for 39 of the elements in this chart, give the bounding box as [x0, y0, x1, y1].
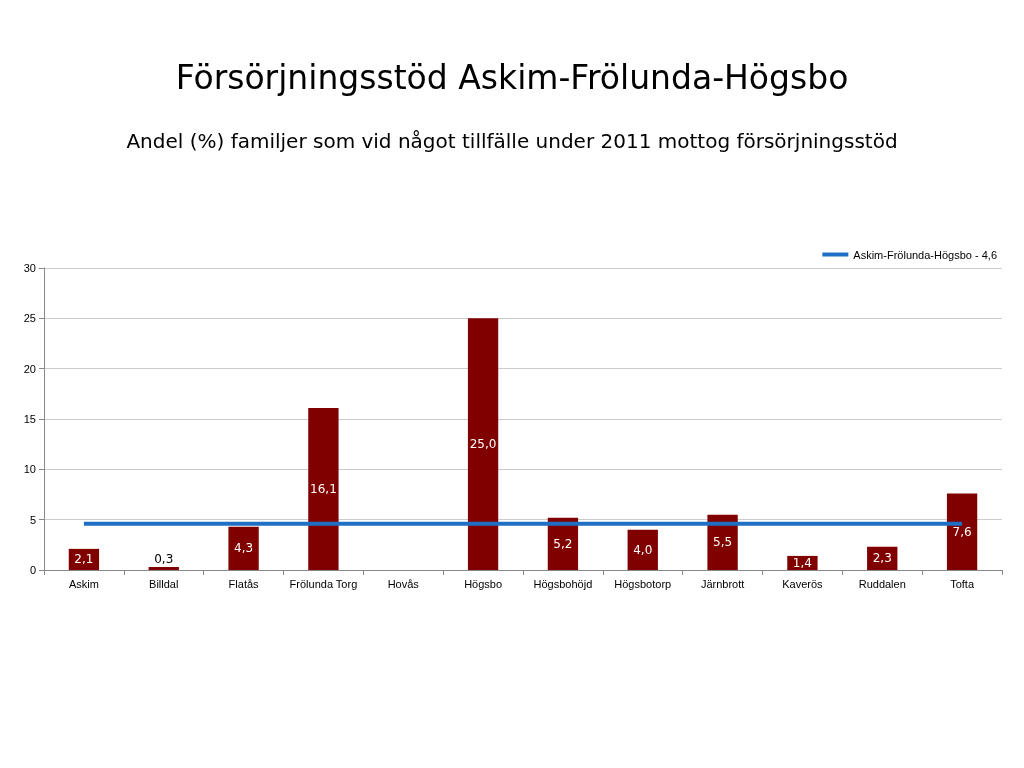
- x-tick-label: Kaverös: [782, 577, 824, 590]
- data-label: 25,0: [469, 437, 497, 452]
- data-label: 5,2: [553, 536, 573, 551]
- data-label: 7,6: [952, 524, 972, 539]
- x-tick-label: Askim: [68, 577, 99, 590]
- data-label: 0,3: [154, 551, 174, 566]
- y-tick-label: 15: [23, 413, 36, 425]
- y-tick-label: 10: [23, 463, 36, 476]
- data-label: 16,1: [310, 481, 337, 496]
- data-label: 5,5: [713, 535, 733, 550]
- x-tick-label: Högsbotorp: [614, 577, 672, 590]
- data-label: 2,1: [74, 552, 94, 567]
- y-tick-label: 25: [23, 312, 36, 325]
- x-tick-label: Frölunda Torg: [289, 577, 358, 590]
- data-label: 2,3: [872, 551, 892, 566]
- bar: [627, 529, 658, 570]
- bar: [228, 526, 259, 570]
- y-tick-label: 20: [23, 362, 36, 375]
- y-tick-label: 30: [23, 262, 36, 274]
- data-label: 4,3: [234, 541, 254, 556]
- chart-subtitle: Andel (%) familjer som vid något tillfälle under 2011 mottog försörjningsstöd: [126, 129, 898, 153]
- chart-title: Försörjningsstöd Askim-Frölunda-Högsbo: [175, 58, 849, 97]
- x-tick-label: Hovås: [387, 577, 420, 590]
- y-tick-label: 5: [29, 513, 36, 526]
- x-tick-label: Tofta: [950, 577, 975, 590]
- bar: [308, 407, 339, 570]
- data-label: 1,4: [792, 555, 812, 570]
- x-tick-label: Ruddalen: [858, 577, 906, 590]
- y-tick-label: 0: [29, 564, 36, 576]
- x-tick-label: Högsbo: [464, 577, 503, 590]
- bar: [467, 318, 499, 570]
- bar: [148, 566, 179, 570]
- x-tick-label: Flatås: [228, 577, 260, 590]
- bar: [946, 493, 978, 570]
- x-tick-label: Billdal: [149, 577, 179, 590]
- data-label: 4,0: [633, 542, 653, 557]
- x-tick-label: Högsbohöjd: [533, 577, 593, 590]
- x-tick-label: Järnbrott: [700, 577, 745, 590]
- legend-label: Askim-Frölunda-Högsbo - 4,6: [853, 248, 998, 261]
